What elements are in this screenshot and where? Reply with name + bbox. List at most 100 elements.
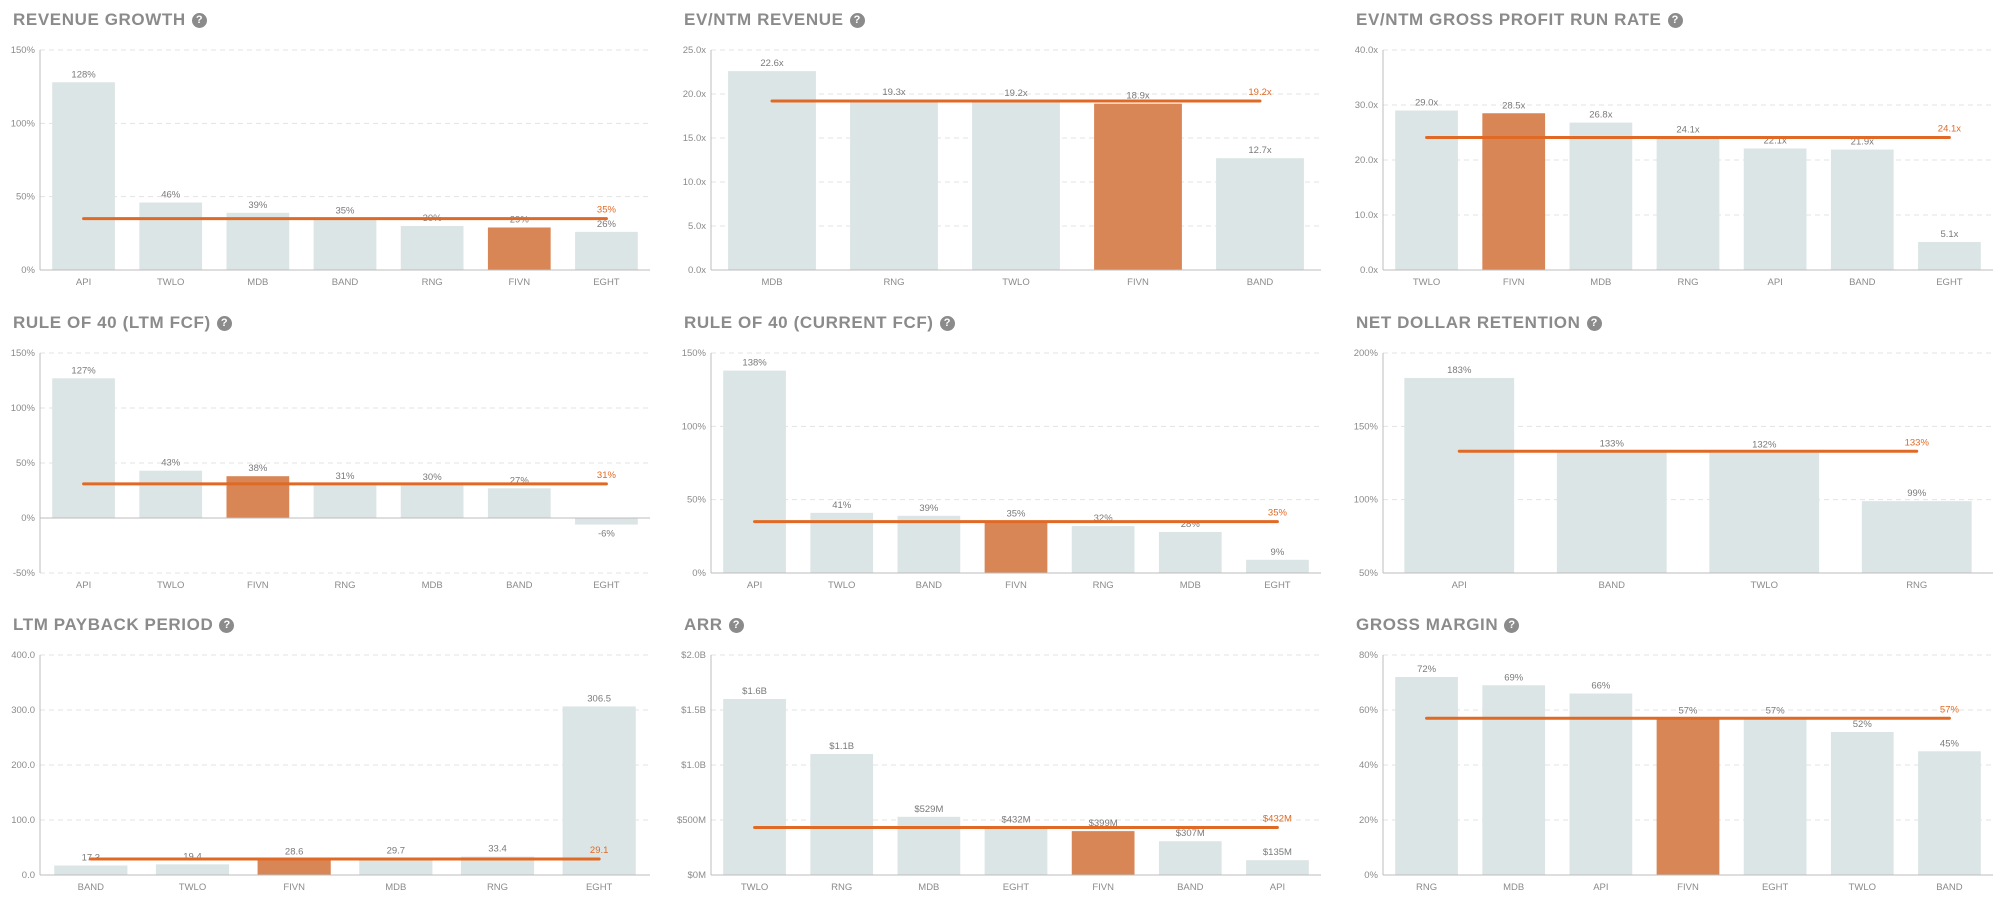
- bar-mdb[interactable]: [728, 71, 816, 271]
- value-label: 28%: [1181, 519, 1201, 530]
- x-tick-label: API: [76, 580, 91, 591]
- value-label: 41%: [832, 500, 852, 511]
- median-label: 35%: [597, 205, 617, 216]
- value-label: 57%: [1678, 705, 1698, 716]
- chart-title-text: GROSS MARGIN: [1356, 615, 1499, 634]
- bar-eght[interactable]: [575, 231, 638, 270]
- x-tick-label: MDB: [918, 882, 939, 893]
- y-tick-label: 25.0x: [683, 45, 706, 56]
- bar-twlo[interactable]: [1709, 452, 1820, 573]
- x-tick-label: TWLO: [741, 882, 768, 893]
- bar-api[interactable]: [1743, 148, 1807, 270]
- bar-band[interactable]: [1216, 158, 1304, 270]
- bar-eght[interactable]: [562, 706, 636, 875]
- value-label: 306.5: [587, 693, 611, 704]
- bar-fivn[interactable]: [487, 227, 551, 270]
- bar-api[interactable]: [1246, 860, 1309, 875]
- bar-rng[interactable]: [1395, 677, 1458, 875]
- bar-band[interactable]: [1918, 751, 1981, 875]
- bar-api[interactable]: [723, 370, 786, 573]
- value-label: 35%: [1006, 509, 1026, 520]
- bar-fivn[interactable]: [257, 859, 331, 875]
- help-icon[interactable]: ?: [1667, 13, 1683, 28]
- bar-eght[interactable]: [1918, 241, 1981, 270]
- bar-eght[interactable]: [1743, 718, 1807, 875]
- x-tick-label: TWLO: [157, 580, 184, 591]
- y-tick-label: $0M: [688, 870, 707, 881]
- bar-api[interactable]: [1569, 693, 1633, 876]
- bar-rng[interactable]: [313, 483, 377, 518]
- bar-mdb[interactable]: [1569, 122, 1633, 270]
- y-tick-label: 100%: [11, 118, 36, 129]
- bar-band[interactable]: [1158, 841, 1222, 875]
- bar-rng[interactable]: [400, 226, 464, 270]
- bar-twlo[interactable]: [139, 202, 203, 270]
- chart-title-text: RULE OF 40 (CURRENT FCF): [684, 313, 934, 332]
- bar-band[interactable]: [54, 865, 128, 875]
- bar-band[interactable]: [313, 218, 377, 270]
- bar-fivn[interactable]: [1656, 718, 1720, 875]
- help-icon[interactable]: ?: [849, 13, 865, 28]
- bar-eght[interactable]: [984, 827, 1048, 875]
- bar-twlo[interactable]: [139, 470, 203, 518]
- bar-band[interactable]: [1556, 451, 1667, 573]
- bar-twlo[interactable]: [972, 101, 1060, 270]
- x-tick-label: FIVN: [1127, 277, 1149, 288]
- help-icon[interactable]: ?: [191, 13, 207, 28]
- help-icon[interactable]: ?: [1504, 618, 1520, 633]
- bar-rng[interactable]: [1861, 501, 1972, 573]
- bar-mdb[interactable]: [897, 816, 961, 875]
- bar-mdb[interactable]: [1158, 531, 1222, 573]
- bar-fivn[interactable]: [1482, 113, 1546, 270]
- bar-twlo[interactable]: [723, 699, 786, 875]
- ev-ntm-revenue-panel: EV/NTM REVENUE? 0.0x 5.0x 10.0x 15.0x 20.0x 25…: [671, 0, 1331, 295]
- bar-mdb[interactable]: [1482, 685, 1546, 875]
- bar-eght[interactable]: [575, 518, 638, 525]
- value-label: 38%: [248, 463, 268, 474]
- bar-rng[interactable]: [810, 754, 874, 875]
- bar-api[interactable]: [1404, 377, 1515, 573]
- bar-mdb[interactable]: [359, 858, 433, 875]
- arr-panel: ARR? $0M $500M $1.0B $1.5B $2.0B $1.6B TWLO $1.1…: [671, 605, 1331, 900]
- value-label: 19.2x: [1004, 88, 1027, 99]
- bar-api[interactable]: [52, 378, 115, 518]
- bar-fivn[interactable]: [1094, 103, 1182, 271]
- x-tick-label: API: [1593, 882, 1608, 893]
- help-icon[interactable]: ?: [219, 618, 235, 633]
- x-tick-label: API: [76, 277, 91, 288]
- bar-fivn[interactable]: [984, 521, 1048, 573]
- bar-band[interactable]: [1830, 149, 1894, 270]
- help-icon[interactable]: ?: [728, 618, 744, 633]
- bar-mdb[interactable]: [400, 485, 464, 518]
- x-tick-label: EGHT: [1936, 277, 1963, 288]
- bar-twlo[interactable]: [1830, 732, 1894, 875]
- help-icon[interactable]: ?: [1586, 316, 1602, 331]
- value-label: -6%: [598, 529, 615, 540]
- bar-rng[interactable]: [1656, 137, 1720, 270]
- bar-rng[interactable]: [850, 100, 938, 270]
- bar-band[interactable]: [487, 488, 551, 518]
- net-dollar-retention-panel: NET DOLLAR RETENTION? 50% 100% 150% 200% 183%…: [1343, 303, 2000, 598]
- y-tick-label: $500M: [677, 815, 706, 826]
- median-label: 19.2x: [1248, 87, 1271, 98]
- bar-band[interactable]: [897, 515, 961, 573]
- value-label: 183%: [1447, 365, 1472, 376]
- value-label: 69%: [1504, 672, 1524, 683]
- bar-rng[interactable]: [460, 856, 535, 875]
- value-label: $529M: [914, 804, 943, 815]
- x-tick-label: TWLO: [179, 882, 206, 893]
- bar-fivn[interactable]: [1071, 831, 1135, 875]
- value-label: 26.8x: [1589, 110, 1612, 121]
- help-icon[interactable]: ?: [216, 316, 232, 331]
- bar-twlo[interactable]: [155, 864, 230, 875]
- x-tick-label: BAND: [916, 580, 943, 591]
- bar-mdb[interactable]: [226, 212, 290, 270]
- help-icon[interactable]: ?: [939, 316, 955, 331]
- bar-api[interactable]: [52, 82, 115, 271]
- revenue-growth-panel: REVENUE GROWTH? 0% 50% 100% 150% 128% API 46% TW…: [0, 0, 660, 295]
- bar-twlo[interactable]: [1395, 110, 1458, 271]
- bar-eght[interactable]: [1246, 559, 1309, 573]
- chart-title-text: REVENUE GROWTH: [13, 10, 186, 29]
- bar-rng[interactable]: [1071, 526, 1135, 573]
- value-label: 72%: [1417, 664, 1437, 675]
